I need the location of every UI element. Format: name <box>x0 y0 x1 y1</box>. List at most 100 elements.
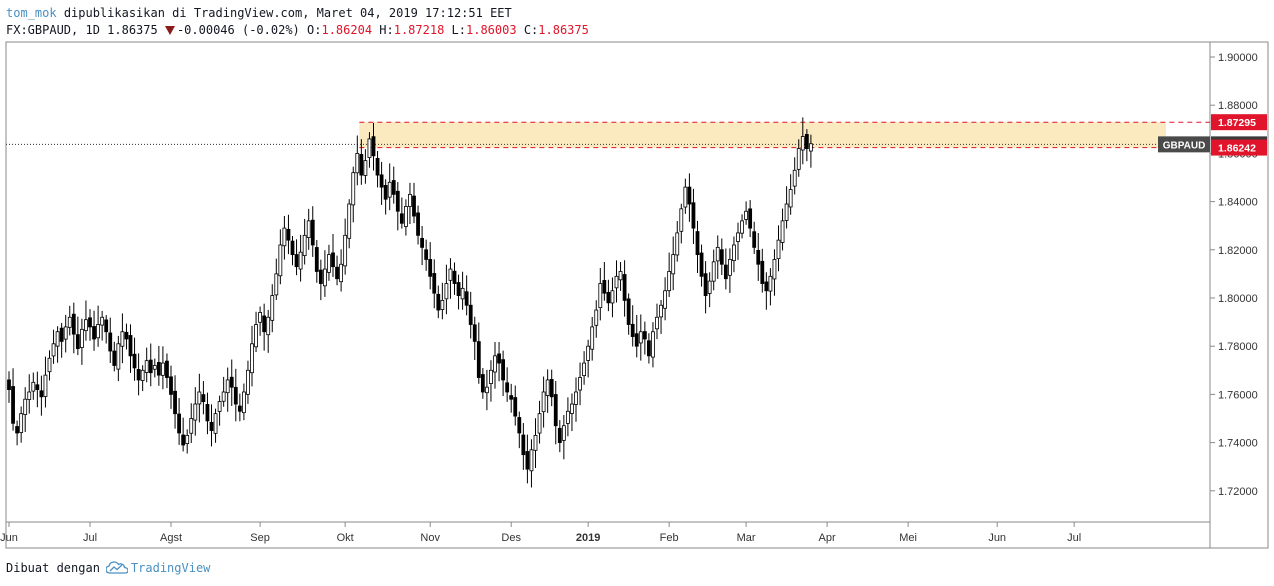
candle-body <box>659 304 663 318</box>
candle-body <box>732 244 736 261</box>
x-tick-label: Jun <box>0 532 18 544</box>
candle-body <box>752 231 757 248</box>
candle-body <box>675 232 680 256</box>
y-tick-label: 1.82000 <box>1218 245 1258 257</box>
candle-body <box>444 283 449 300</box>
y-tick-label: 1.74000 <box>1218 438 1258 450</box>
tradingview-brand: TradingView <box>130 561 211 575</box>
high-label: H: <box>379 23 394 37</box>
candle-body <box>501 359 506 381</box>
candle-body <box>233 386 238 405</box>
x-tick-label: Jul <box>83 532 97 544</box>
candle-body <box>250 343 254 374</box>
low-value: 1.86003 <box>466 23 517 37</box>
candle-body <box>428 259 433 277</box>
candle-body <box>205 404 210 422</box>
candle-body <box>343 234 348 267</box>
chart-frame <box>5 41 1269 549</box>
candle-body <box>47 357 52 373</box>
price-label-text: 1.86242 <box>1218 143 1256 155</box>
x-tick-label: Jul <box>1067 532 1081 544</box>
x-tick-label: Jun <box>988 532 1006 544</box>
candle-body <box>27 391 32 400</box>
high-value: 1.87218 <box>393 23 445 37</box>
candle-body <box>509 395 514 400</box>
x-tick-label: Okt <box>337 532 354 544</box>
candle-body <box>116 343 121 370</box>
candle-body <box>622 274 627 301</box>
candle-body <box>679 208 684 232</box>
candle-body <box>201 394 206 403</box>
candle-body <box>711 261 716 282</box>
candle-body <box>108 332 113 352</box>
resistance-zone[interactable] <box>359 122 1167 148</box>
candle-body <box>156 362 161 376</box>
candle-body <box>359 154 364 176</box>
candle-body <box>270 295 275 321</box>
candle-body <box>557 427 562 444</box>
x-tick-label: Nov <box>420 532 440 544</box>
candle-body <box>310 219 315 246</box>
tradingview-logo[interactable]: TradingView <box>105 561 211 575</box>
candle-body <box>529 449 534 472</box>
author-link[interactable]: tom_mok <box>6 6 57 20</box>
candle-body <box>193 403 198 421</box>
candle-body <box>148 359 153 374</box>
candle-body <box>800 136 805 151</box>
candle-body <box>517 417 522 434</box>
candle-body <box>594 309 599 326</box>
y-tick-label: 1.90000 <box>1218 52 1258 64</box>
candle-body <box>476 341 481 378</box>
candle-body <box>209 421 214 431</box>
candle-body <box>420 237 425 248</box>
candle-body <box>181 434 186 446</box>
candle-body <box>736 232 740 242</box>
candle-body <box>744 210 748 220</box>
candle-body <box>391 180 396 195</box>
candle-body <box>55 331 60 347</box>
candle-body <box>432 273 437 294</box>
made-with-text: Dibuat dengan <box>6 561 100 575</box>
candle-body <box>728 259 732 276</box>
symbol-tag-text: GBPAUD <box>1163 140 1206 151</box>
candle-body <box>185 434 190 445</box>
candle-body <box>403 206 408 227</box>
candle-body <box>545 379 550 396</box>
candle-body <box>468 304 473 325</box>
candle-body <box>809 143 813 152</box>
candle-body <box>96 324 100 339</box>
candle-body <box>217 401 222 412</box>
candle-body <box>15 426 20 434</box>
candle-body <box>484 386 489 394</box>
candle-body <box>229 376 234 388</box>
candle-body <box>274 273 279 296</box>
candle-body <box>707 280 712 294</box>
candle-body <box>582 362 586 376</box>
publish-line: tom_mok dipublikasikan di TradingView.co… <box>6 6 512 20</box>
candle-body <box>412 195 416 217</box>
candle-body <box>136 369 141 381</box>
candle-body <box>128 335 133 357</box>
candle-body <box>748 208 753 229</box>
candle-body <box>286 228 291 241</box>
candle-body <box>416 212 420 236</box>
candle-body <box>189 418 194 434</box>
footer: Dibuat dengan TradingView <box>6 561 210 575</box>
x-tick-label: Mei <box>899 532 917 544</box>
candle-body <box>132 353 137 369</box>
candle-body <box>489 369 493 384</box>
candle-body <box>213 413 218 434</box>
candle-body <box>31 381 36 392</box>
candle-body <box>339 263 344 283</box>
candle-body <box>683 186 688 208</box>
open-label: O: <box>307 23 322 37</box>
low-label: L: <box>451 23 466 37</box>
candle-body <box>395 190 400 212</box>
candle-body <box>533 434 538 451</box>
candle-body <box>144 360 149 373</box>
candle-body <box>651 331 655 358</box>
candle-body <box>760 260 765 284</box>
candle-body <box>160 362 165 376</box>
candle-body <box>140 369 145 381</box>
